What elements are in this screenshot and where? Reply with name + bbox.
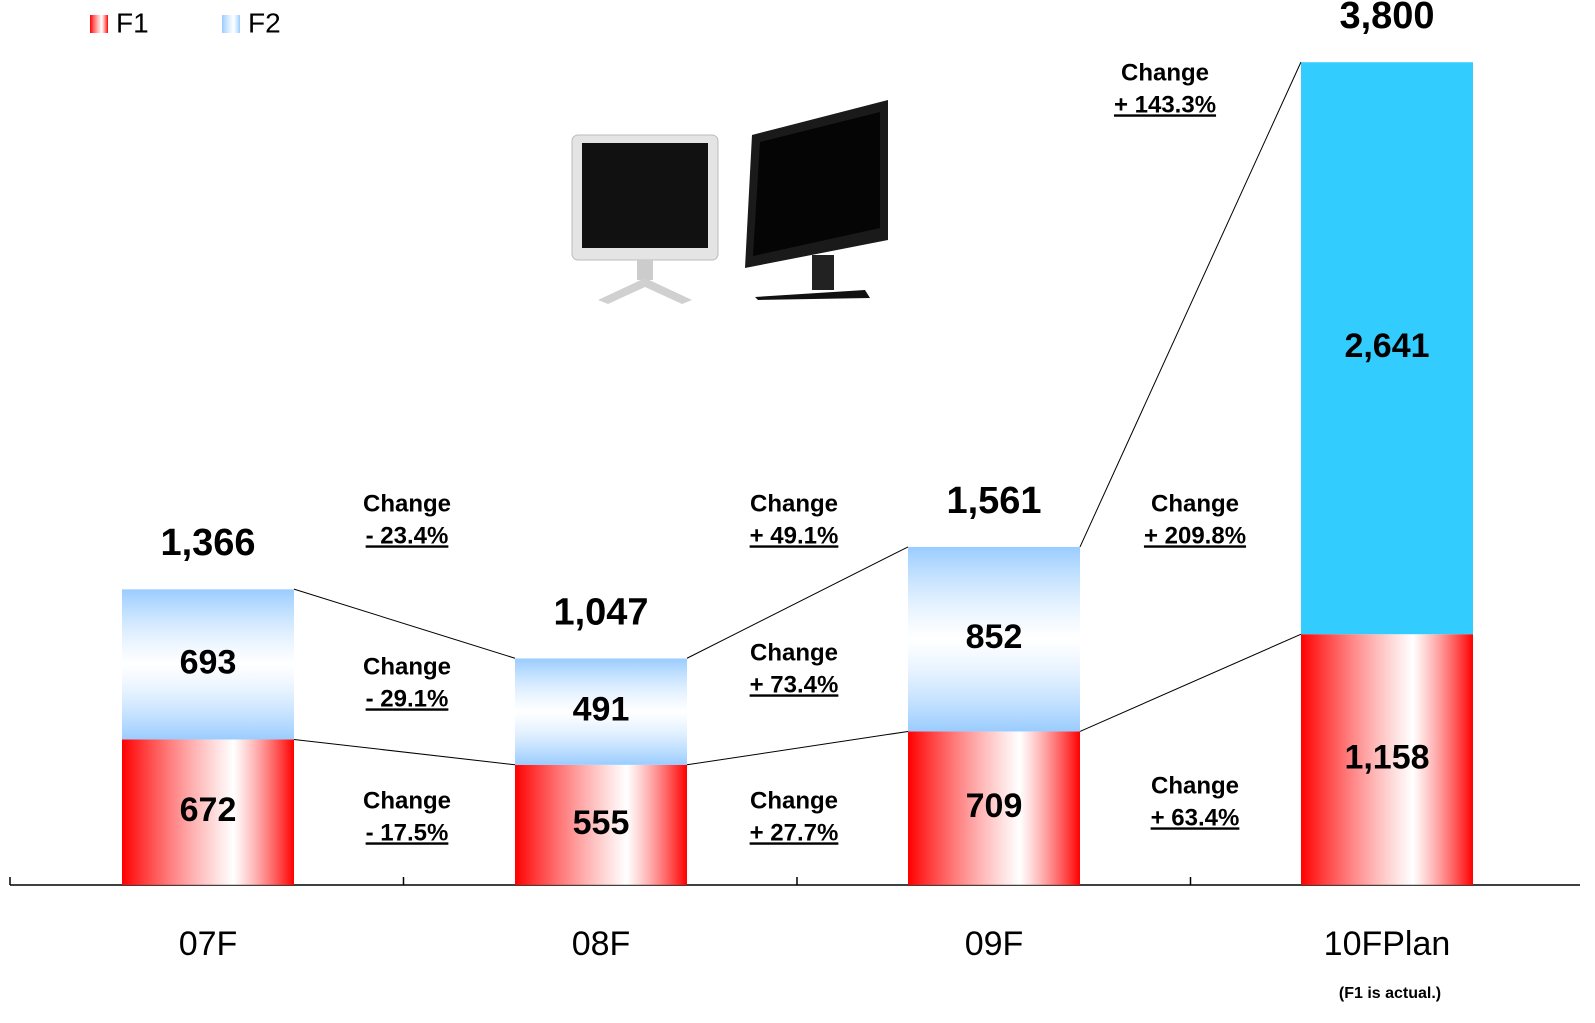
change-value: - 17.5% [366,819,449,846]
value-label: 709 [966,787,1023,825]
bar-segment [908,546,1080,732]
change-value: - 29.1% [366,685,449,712]
value-label: 555 [573,804,630,842]
x-tick-label: 08F [572,925,631,963]
legend-label: F1 [116,7,149,38]
value-label: 693 [180,643,237,681]
value-label: 672 [180,791,237,829]
bar-segment [908,731,1080,885]
change-title: Change [1151,772,1239,799]
bar-segment [122,739,294,885]
total-label: 1,047 [553,591,648,633]
change-title: Change [750,787,838,814]
change-value: + 73.4% [750,671,839,698]
change-title: Change [363,490,451,517]
change-value: - 23.4% [366,522,449,549]
change-value: + 49.1% [750,522,839,549]
change-title: Change [1151,490,1239,517]
value-label: 852 [966,618,1023,656]
change-value: + 27.7% [750,819,839,846]
bar-segment [1301,634,1473,885]
value-label: 1,158 [1344,739,1429,777]
legend: F1 F2 [90,7,281,38]
change-title: Change [363,653,451,680]
change-value: + 143.3% [1114,91,1216,118]
connector [1079,633,1302,732]
value-label: 491 [573,691,630,729]
connector [686,730,909,766]
change-title: Change [750,639,838,666]
change-title: Change [750,490,838,517]
change-value: + 63.4% [1151,804,1240,831]
total-label: 1,561 [946,480,1041,522]
change-title: Change [363,787,451,814]
bar-segment [1301,62,1473,635]
total-label: 1,366 [160,522,255,564]
bar-segment [122,589,294,740]
value-label: 2,641 [1344,327,1429,365]
legend-swatch [222,15,240,33]
connector [293,738,516,766]
bar-segment [515,764,687,885]
legend-label: F2 [248,7,281,38]
x-tick-label: 07F [179,925,238,963]
legend-swatch [90,15,108,33]
x-tick-label: 10FPlan [1324,925,1451,963]
monitor-illustration [571,100,888,304]
note: (F1 is actual.) [1339,985,1441,1002]
x-tick-label: 09F [965,925,1024,963]
change-title: Change [1121,59,1209,86]
bar-segment [515,658,687,765]
connector [293,588,516,659]
connector [686,546,909,659]
total-label: 3,800 [1339,0,1434,37]
connector [1079,61,1302,548]
change-value: + 209.8% [1144,522,1246,549]
